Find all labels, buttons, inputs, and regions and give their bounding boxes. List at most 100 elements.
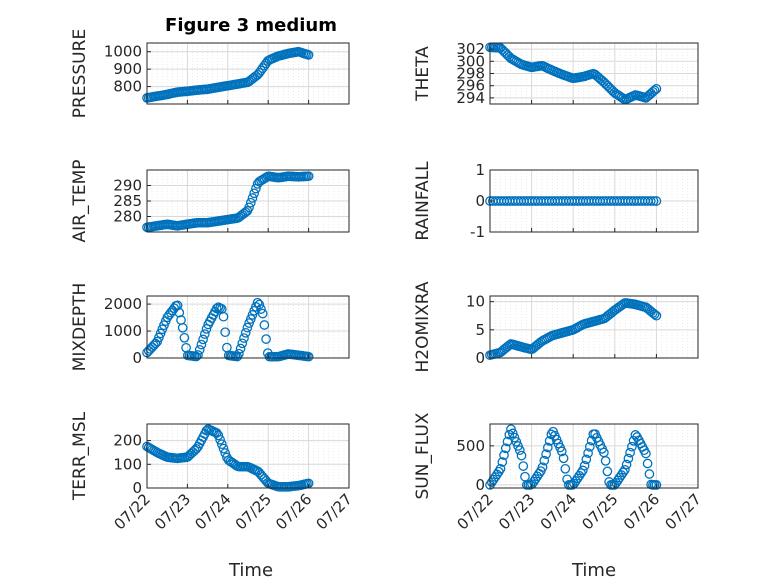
data-point: [303, 50, 314, 60]
data-point: [211, 303, 222, 314]
data-point: [499, 450, 509, 461]
y-tick-label: 290: [113, 177, 142, 195]
axes-box: [489, 295, 699, 359]
y-tick-label: 1000: [104, 322, 142, 340]
data-point: [604, 82, 614, 93]
data-point: [537, 462, 548, 473]
data-point: [645, 196, 656, 206]
y-axis-label: AIR_TEMP: [70, 160, 90, 243]
y-tick-label: 0: [132, 479, 142, 497]
x-axis-label-right: Time: [571, 560, 616, 581]
data-point: [651, 83, 662, 94]
data-point: [249, 188, 260, 199]
data-point: [649, 309, 660, 320]
data-point: [627, 441, 637, 452]
data-point: [602, 466, 613, 477]
data-point: [606, 84, 616, 94]
data-point: [621, 459, 632, 470]
y-tick-label: 0: [132, 349, 142, 367]
data-point: [507, 428, 518, 439]
data-point: [182, 451, 193, 462]
data-point: [558, 453, 569, 464]
y-axis-label: H2OMIXRA: [413, 281, 433, 372]
data-point: [648, 196, 659, 206]
y-tick-label: 10: [466, 293, 485, 311]
data-point: [620, 464, 630, 475]
y-tick-label: 0: [475, 192, 485, 210]
data-point: [600, 456, 611, 466]
data-point: [188, 447, 198, 457]
data-point: [584, 441, 595, 452]
data-point: [184, 450, 195, 461]
data-point: [215, 434, 225, 445]
data-point: [497, 457, 508, 467]
data-point: [254, 299, 265, 310]
data-point: [577, 465, 588, 476]
data-point: [303, 351, 314, 362]
data-point: [218, 443, 229, 454]
data-point: [194, 344, 205, 355]
data-point: [244, 202, 254, 213]
data-point: [199, 329, 210, 339]
data-point: [560, 463, 571, 474]
y-axis-label: THETA: [413, 46, 433, 102]
data-point: [579, 460, 590, 471]
y-tick-label: 285: [113, 192, 142, 210]
data-point: [618, 93, 628, 104]
data-point: [518, 461, 529, 471]
data-point: [602, 80, 613, 91]
y-tick-label: 200: [113, 432, 142, 450]
data-point: [495, 463, 506, 474]
data-point: [516, 450, 527, 461]
subplot-rainfall: -1 0 1 RAINFALL: [413, 161, 699, 241]
data-point: [257, 308, 268, 319]
y-tick-label: 100: [113, 455, 142, 473]
data-point: [191, 443, 202, 454]
data-point: [251, 71, 261, 81]
data-point: [216, 439, 227, 450]
data-point: [499, 46, 509, 57]
y-tick-label: 280: [113, 208, 142, 226]
y-tick-label: 298: [456, 65, 485, 83]
data-point: [218, 311, 229, 322]
data-point: [618, 467, 628, 478]
data-point: [242, 322, 253, 333]
data-point: [497, 44, 508, 55]
data-point: [237, 338, 248, 349]
y-tick-label: 296: [456, 77, 485, 95]
data-point: [196, 339, 207, 350]
data-point: [651, 196, 662, 206]
data-point: [651, 310, 662, 321]
y-tick-label: -1: [470, 223, 485, 241]
axes-box: [146, 423, 350, 489]
y-tick-label: 5: [475, 321, 485, 339]
y-tick-label: 1000: [104, 43, 142, 61]
data-point: [644, 469, 655, 479]
data-point: [514, 445, 525, 456]
data-point: [541, 449, 551, 459]
data-point: [261, 334, 271, 344]
data-point: [495, 43, 506, 53]
data-point: [198, 334, 208, 345]
y-tick-label: 2000: [104, 295, 142, 313]
data-point: [544, 436, 555, 446]
data-point: [500, 48, 511, 59]
y-tick-label: 900: [113, 60, 142, 78]
data-point: [256, 304, 266, 314]
data-point: [651, 480, 662, 490]
data-point: [511, 436, 522, 447]
subplot-mixdepth: 0 1000 2000 MIXDEPTH: [70, 283, 350, 371]
data-point: [172, 300, 183, 311]
data-point: [239, 333, 249, 343]
data-point: [581, 454, 592, 465]
data-point: [642, 458, 653, 469]
data-point: [179, 332, 190, 343]
data-point: [542, 442, 553, 453]
y-tick-label: 800: [113, 78, 142, 96]
data-point: [500, 443, 511, 454]
data-point: [259, 320, 270, 330]
figure-title: Figure 3 medium: [165, 15, 337, 36]
